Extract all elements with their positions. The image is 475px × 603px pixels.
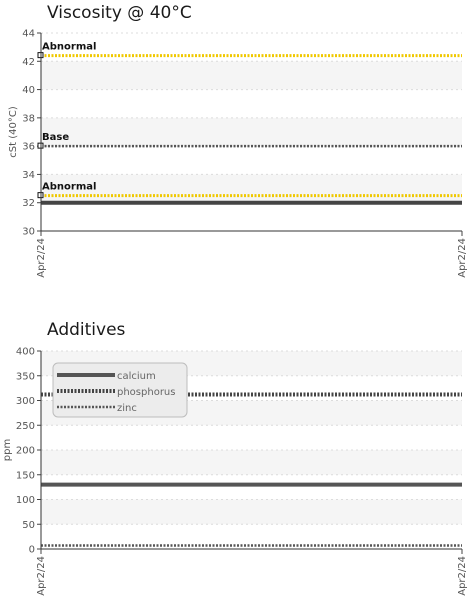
x-tick-label: Apr2/24 [457,556,468,596]
x-tick-label: Apr2/24 [36,238,47,278]
grid-band [41,174,462,203]
y-tick-label: 0 [29,545,35,556]
y-tick-label: 200 [16,446,35,457]
y-tick-label: 36 [22,142,35,153]
y-tick-label: 400 [16,347,35,358]
additives-plot: 0 50 100 150 200 250 300 350 400 ppm Apr2/24 Apr2/2… [2,347,468,596]
y-tick-label: 34 [22,170,35,181]
legend-label: calcium [117,371,156,382]
y-tick-label: 250 [16,421,35,432]
y-tick-label: 350 [16,371,35,382]
legend-label: phosphorus [117,387,175,398]
grid-band [41,450,462,475]
legend-label: zinc [117,403,137,414]
y-tick-label: 40 [22,85,35,96]
reference-line: Abnormal [37,42,462,59]
y-axis-title: ppm [2,439,13,461]
grid-band [41,61,462,90]
y-tick-label: 150 [16,470,35,481]
y-tick-label: 42 [22,57,35,68]
x-tick-label: Apr2/24 [457,238,468,278]
additives-chart: Additives 0 50 100 150 200 250 300 350 400 ppm Apr… [0,300,475,603]
chart-title: Viscosity @ 40°C [47,3,192,23]
viscosity-chart: Viscosity @ 40°C 30 32 34 36 38 40 42 44 cSt (40… [0,0,475,300]
y-tick-label: 30 [22,227,35,238]
grid-band [41,499,462,525]
y-tick-label: 32 [22,198,35,209]
x-tick-label: Apr2/24 [36,556,47,596]
grid-band [41,117,462,147]
y-tick-label: 100 [16,495,35,506]
reference-line-label: Base [42,132,69,143]
chart-title: Additives [47,320,126,340]
y-tick-label: 38 [22,113,35,124]
legend: calcium phosphorus zinc [52,362,188,418]
reference-line-label: Abnormal [42,182,96,193]
reference-line-label: Abnormal [42,42,96,53]
y-tick-label: 300 [16,396,35,407]
viscosity-plot: 30 32 34 36 38 40 42 44 cSt (40°C) Abnormal Base Ab… [8,29,468,278]
y-tick-label: 44 [22,29,35,40]
y-axis-title: cSt (40°C) [8,106,19,158]
y-tick-label: 50 [22,520,35,531]
